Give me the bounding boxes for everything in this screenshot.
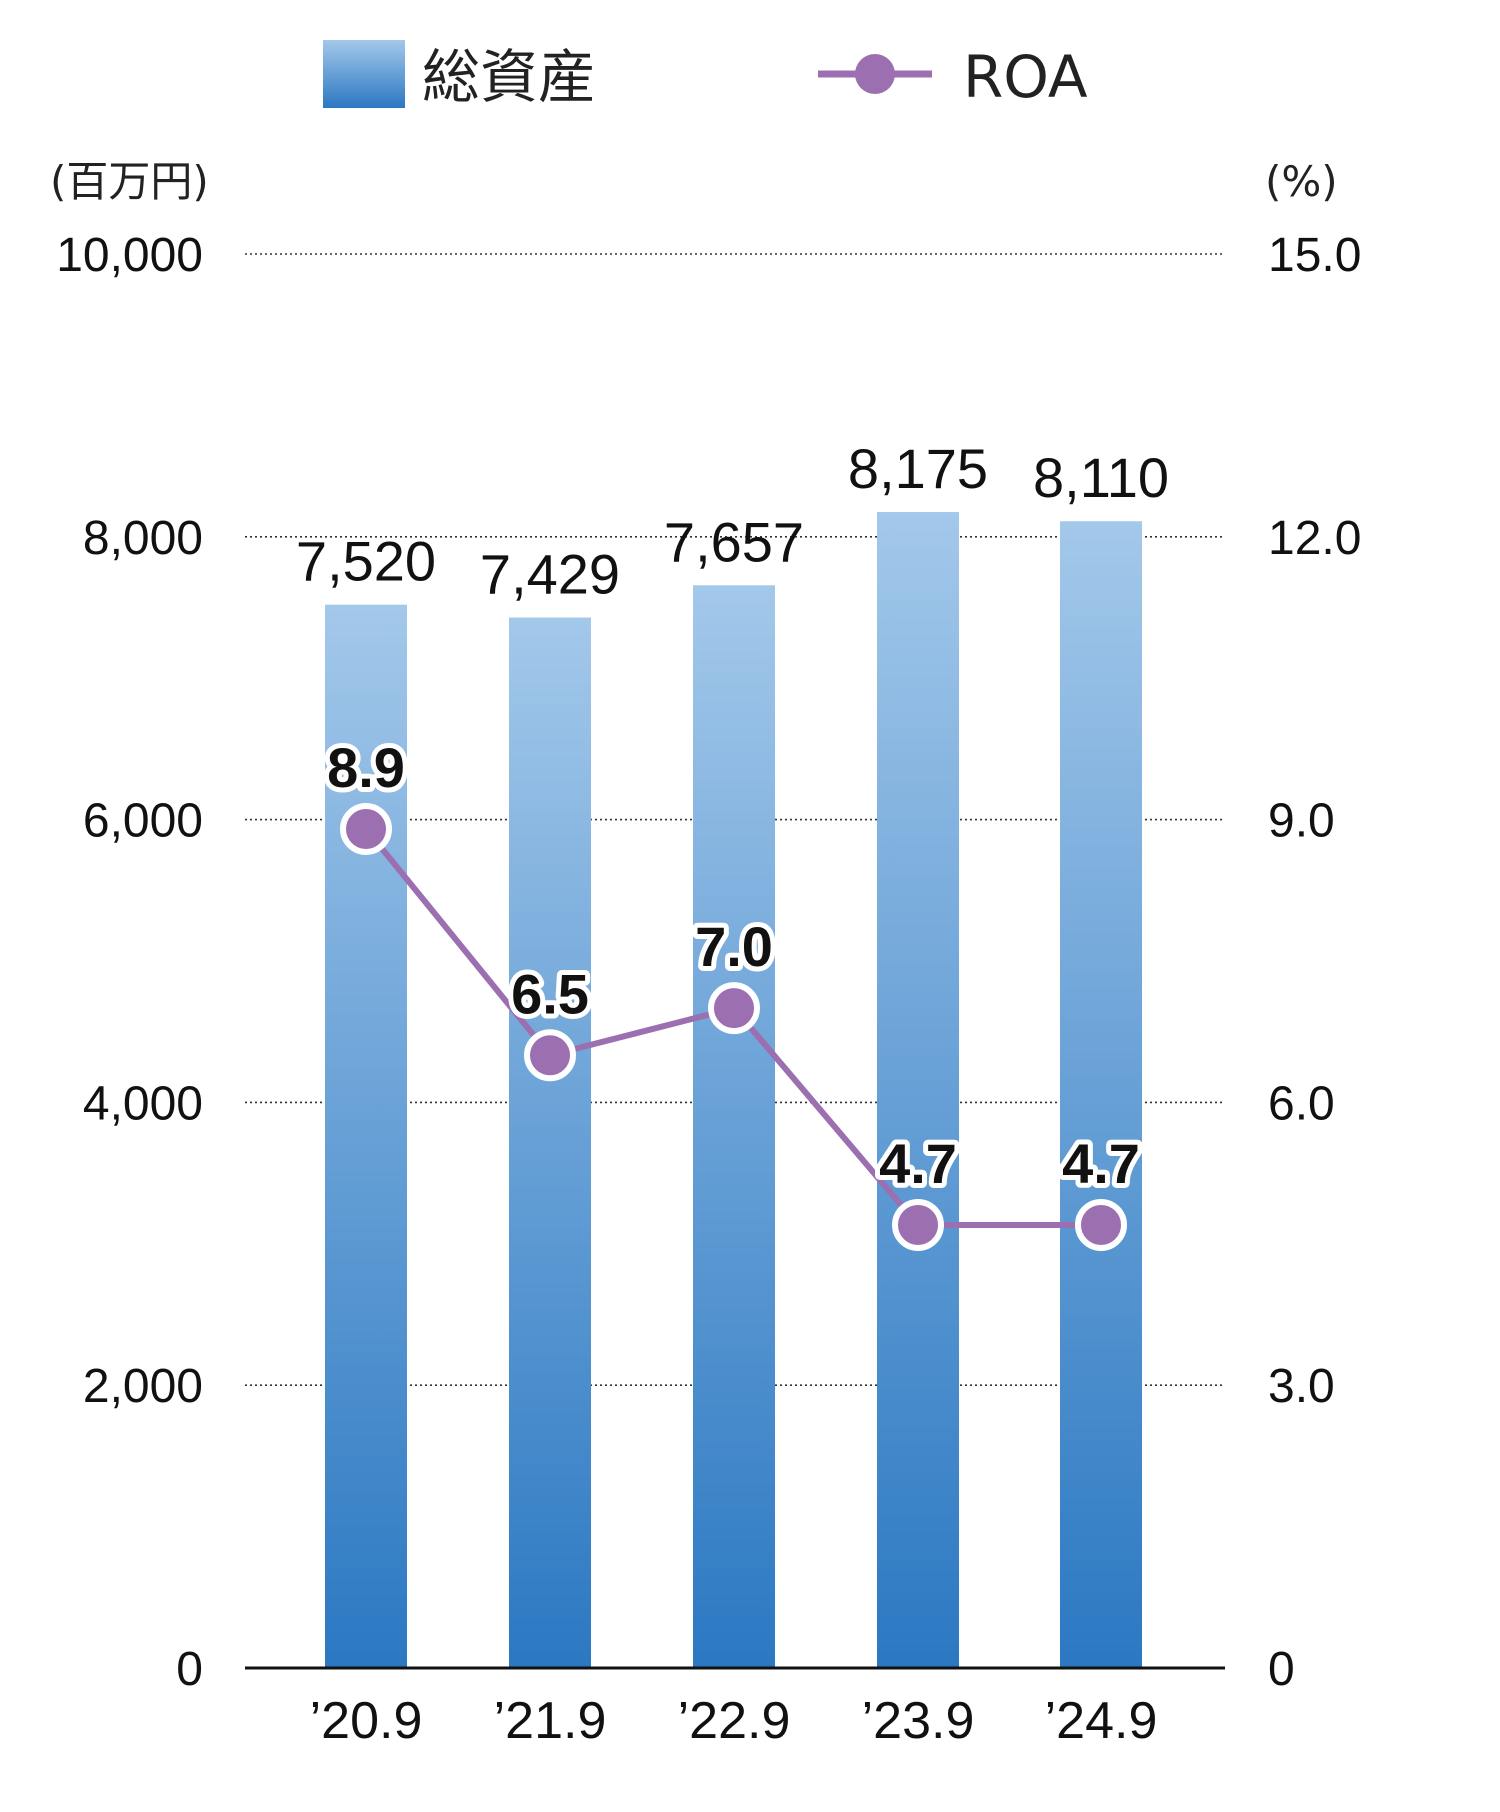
legend-label-roa: ROA bbox=[963, 43, 1088, 111]
roa-marker bbox=[708, 982, 760, 1035]
x-axis-tick-label: ’22.9 bbox=[678, 1692, 791, 1750]
left-axis-tick-label: 6,000 bbox=[83, 795, 203, 848]
bar-total-assets bbox=[877, 512, 959, 1669]
roa-marker bbox=[524, 1029, 576, 1082]
right-axis-tick-label: 6.0 bbox=[1268, 1077, 1335, 1130]
x-axis-tick-label: ’21.9 bbox=[494, 1692, 607, 1750]
bar-total-assets bbox=[1060, 521, 1142, 1668]
axes: 0 2,000 4,000 6,000 8,000 10,000 0 3.0 6.0 9.0 12.… bbox=[56, 229, 1361, 1750]
bar-value-label: 7,429 bbox=[480, 543, 620, 606]
right-axis-unit: (%) bbox=[1265, 157, 1338, 206]
roa-marker bbox=[1075, 1198, 1127, 1251]
legend-swatch-total-assets bbox=[323, 40, 405, 108]
roa-line bbox=[340, 803, 1127, 1251]
legend: 総資産 ROA bbox=[323, 40, 1088, 111]
roa-value-label: 4.7 bbox=[1062, 1132, 1140, 1195]
right-axis-tick-label: 9.0 bbox=[1268, 795, 1335, 848]
right-axis-tick-label: 3.0 bbox=[1268, 1360, 1335, 1413]
roa-value-label: 6.5 bbox=[511, 962, 589, 1025]
roa-value-label: 4.7 bbox=[879, 1132, 957, 1195]
bar-total-assets bbox=[509, 617, 591, 1668]
roa-marker bbox=[892, 1198, 944, 1251]
data-labels: 7,520 7,429 7,657 8,175 8,110 8.9 6.5 7.0 4.7 4.7 bbox=[296, 437, 1169, 1200]
right-axis-tick-label: 15.0 bbox=[1268, 229, 1361, 282]
legend-label-total-assets: 総資産 bbox=[422, 43, 596, 111]
roa-value-label: 8.9 bbox=[327, 736, 405, 799]
right-axis-tick-label: 12.0 bbox=[1268, 512, 1361, 565]
bar-total-assets bbox=[693, 585, 775, 1668]
roa-marker bbox=[340, 803, 392, 856]
bars bbox=[325, 512, 1142, 1669]
bar-value-label: 8,110 bbox=[1033, 446, 1169, 509]
bar-value-label: 8,175 bbox=[848, 437, 988, 500]
bar-value-label: 7,657 bbox=[664, 510, 804, 573]
left-axis-tick-label: 8,000 bbox=[83, 512, 203, 565]
left-axis-tick-label: 2,000 bbox=[83, 1360, 203, 1413]
bar-value-label: 7,520 bbox=[296, 530, 436, 593]
left-axis-tick-label: 4,000 bbox=[83, 1077, 203, 1130]
left-axis-tick-label: 10,000 bbox=[56, 229, 203, 282]
legend-swatch-roa-marker bbox=[855, 54, 895, 94]
right-axis-tick-label: 0 bbox=[1268, 1643, 1295, 1696]
x-axis-tick-label: ’20.9 bbox=[310, 1692, 423, 1750]
bar-total-assets bbox=[325, 604, 407, 1668]
left-axis-tick-label: 0 bbox=[176, 1643, 203, 1696]
x-axis-tick-label: ’23.9 bbox=[862, 1692, 975, 1750]
roa-value-label: 7.0 bbox=[695, 915, 773, 978]
x-axis-tick-label: ’24.9 bbox=[1045, 1692, 1158, 1750]
left-axis-unit: (百万円) bbox=[50, 157, 209, 206]
